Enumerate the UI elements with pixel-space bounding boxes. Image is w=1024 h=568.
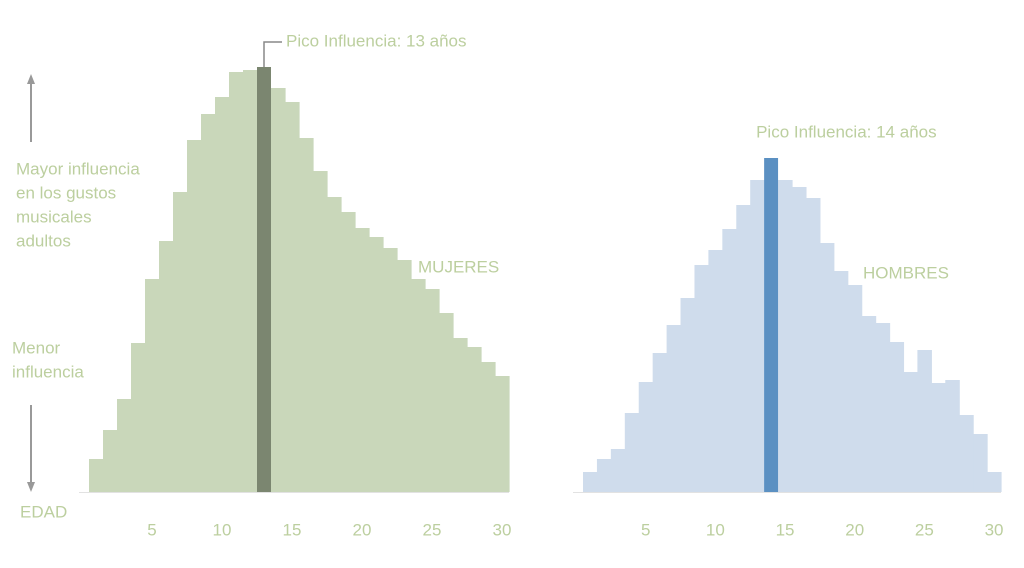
annotation-line [263, 41, 282, 67]
bar [327, 197, 342, 492]
bar [819, 243, 835, 492]
bar [889, 342, 905, 492]
series-label: MUJERES [418, 257, 499, 276]
bar [495, 376, 510, 492]
bar [145, 279, 160, 492]
bar [411, 279, 426, 492]
bar [610, 449, 626, 492]
bar [903, 372, 918, 492]
bar [117, 399, 132, 492]
x-tick-label: 30 [493, 520, 512, 539]
bar [931, 383, 946, 492]
bar [201, 114, 216, 492]
bar [917, 350, 932, 492]
bar [638, 382, 654, 492]
bar [243, 70, 258, 492]
bar [847, 285, 863, 492]
arrow-down-head [27, 482, 35, 492]
x-tick-label: 30 [985, 520, 1004, 539]
bar [439, 313, 454, 492]
bar [736, 205, 751, 492]
side-label: adultos [16, 231, 71, 250]
bar [341, 212, 356, 492]
bar [215, 97, 230, 492]
peak-bar [764, 158, 779, 492]
bar [467, 347, 482, 492]
bar [425, 289, 440, 492]
bar [861, 316, 877, 492]
bar [131, 343, 146, 492]
bar [583, 472, 598, 492]
x-tick-label: 10 [706, 520, 725, 539]
bar [173, 192, 188, 492]
x-tick-label: 10 [213, 520, 232, 539]
x-tick-label: 20 [353, 520, 372, 539]
bar [103, 430, 118, 492]
peak-bar [257, 67, 271, 492]
arrow-up-head [27, 74, 35, 84]
bar [987, 472, 1002, 492]
bar [453, 338, 468, 492]
bar [959, 415, 974, 492]
x-tick-label: 15 [776, 520, 795, 539]
bar [666, 325, 682, 492]
bar [187, 140, 202, 492]
bar [229, 72, 244, 492]
side-label: Mayor influencia [16, 159, 140, 178]
x-tick-label: 15 [283, 520, 302, 539]
x-axis-label: EDAD [20, 502, 67, 521]
x-tick-label: 25 [915, 520, 934, 539]
x-tick-label: 25 [423, 520, 442, 539]
bar [973, 434, 988, 492]
bar [397, 260, 412, 492]
bar [792, 187, 807, 492]
side-label: influencia [12, 362, 84, 381]
bar [694, 265, 709, 492]
x-tick-label: 20 [845, 520, 864, 539]
bar [159, 241, 174, 492]
bar [481, 362, 496, 492]
bar [680, 298, 696, 492]
bar [285, 102, 300, 492]
bar [369, 237, 384, 492]
bar [299, 138, 314, 492]
side-label: musicales [16, 207, 92, 226]
bar [355, 228, 370, 492]
bar [652, 353, 668, 492]
bar [722, 229, 737, 492]
side-label: Menor [12, 338, 61, 357]
bar [271, 88, 286, 492]
bar [383, 248, 398, 492]
bar [945, 380, 960, 492]
bar [875, 323, 891, 492]
x-tick-label: 5 [147, 520, 156, 539]
bar [805, 198, 821, 492]
side-label: en los gustos [16, 183, 116, 202]
annotation: Pico Influencia: 14 años [756, 122, 937, 141]
bar [778, 180, 793, 492]
bar [89, 459, 104, 492]
bar [708, 250, 723, 492]
bar [750, 180, 765, 492]
bar [596, 459, 612, 492]
series-label: HOMBRES [863, 263, 949, 282]
annotation: Pico Influencia: 13 años [286, 31, 467, 50]
bar [313, 171, 328, 492]
bar [624, 413, 640, 492]
bar [833, 271, 849, 492]
x-tick-label: 5 [641, 520, 650, 539]
